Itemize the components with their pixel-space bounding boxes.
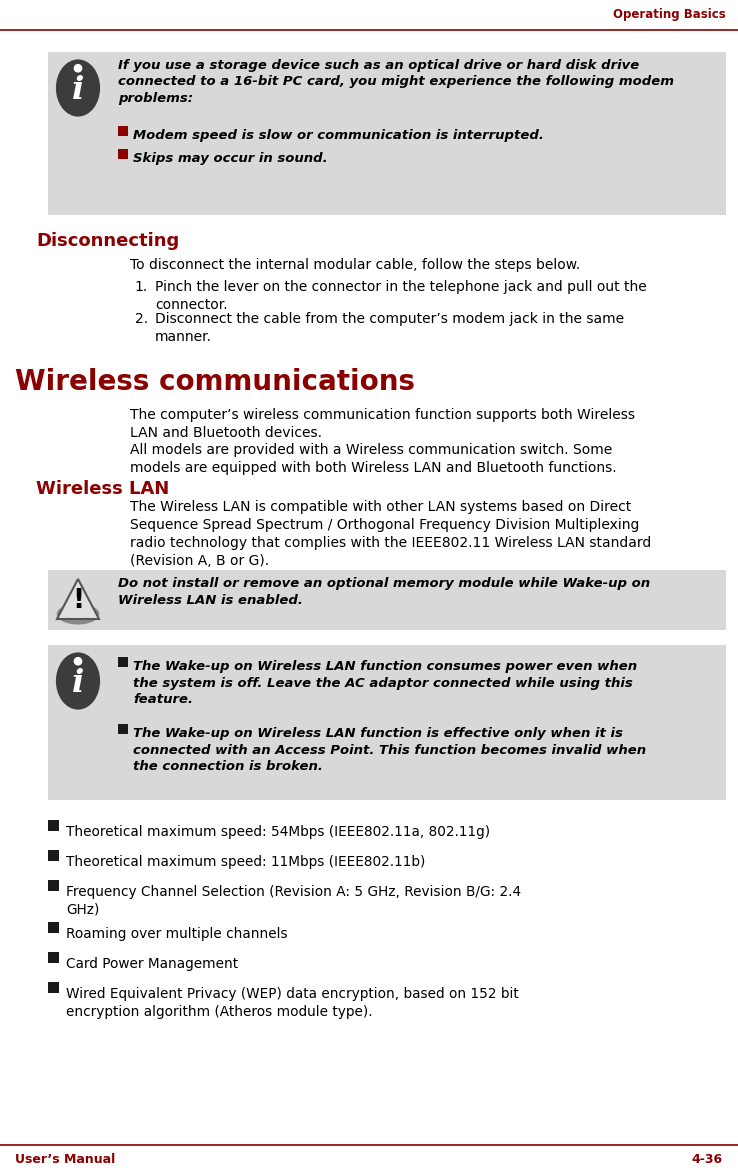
Text: Operating Basics: Operating Basics [613,8,726,21]
Text: The computer’s wireless communication function supports both Wireless
LAN and Bl: The computer’s wireless communication fu… [130,408,635,440]
FancyBboxPatch shape [118,724,128,734]
Ellipse shape [56,653,100,709]
Text: If you use a storage device such as an optical drive or hard disk drive
connecte: If you use a storage device such as an o… [118,59,674,105]
Text: 4-36: 4-36 [692,1153,723,1166]
Text: Disconnecting: Disconnecting [36,232,179,250]
Text: Theoretical maximum speed: 11Mbps (IEEE802.11b): Theoretical maximum speed: 11Mbps (IEEE8… [66,856,425,868]
Circle shape [75,657,82,665]
Text: Wireless communications: Wireless communications [15,368,415,396]
Text: Skips may occur in sound.: Skips may occur in sound. [133,152,328,165]
Text: Wireless LAN: Wireless LAN [36,481,169,498]
Text: User’s Manual: User’s Manual [15,1153,115,1166]
Polygon shape [57,579,99,619]
Ellipse shape [57,604,99,625]
Text: Pinch the lever on the connector in the telephone jack and pull out the
connecto: Pinch the lever on the connector in the … [155,280,646,312]
Text: Do not install or remove an optional memory module while Wake-up on
Wireless LAN: Do not install or remove an optional mem… [118,577,650,606]
Text: Card Power Management: Card Power Management [66,958,238,970]
FancyBboxPatch shape [48,570,726,631]
FancyBboxPatch shape [118,149,128,159]
Text: i: i [72,75,84,107]
Text: Modem speed is slow or communication is interrupted.: Modem speed is slow or communication is … [133,129,544,142]
Text: The Wireless LAN is compatible with other LAN systems based on Direct
Sequence S: The Wireless LAN is compatible with othe… [130,500,651,567]
Text: !: ! [72,588,84,614]
FancyBboxPatch shape [48,850,59,861]
FancyBboxPatch shape [48,52,726,214]
Text: Wired Equivalent Privacy (WEP) data encryption, based on 152 bit
encryption algo: Wired Equivalent Privacy (WEP) data encr… [66,987,519,1018]
FancyBboxPatch shape [118,127,128,136]
Text: Frequency Channel Selection (Revision A: 5 GHz, Revision B/G: 2.4
GHz): Frequency Channel Selection (Revision A:… [66,885,521,917]
FancyBboxPatch shape [48,982,59,993]
FancyBboxPatch shape [118,657,128,667]
Text: 1.: 1. [135,280,148,294]
Text: Roaming over multiple channels: Roaming over multiple channels [66,927,288,941]
Text: The Wake-up on Wireless LAN function is effective only when it is
connected with: The Wake-up on Wireless LAN function is … [133,727,646,774]
Text: The Wake-up on Wireless LAN function consumes power even when
the system is off.: The Wake-up on Wireless LAN function con… [133,660,637,706]
Ellipse shape [56,60,100,116]
Text: Theoretical maximum speed: 54Mbps (IEEE802.11a, 802.11g): Theoretical maximum speed: 54Mbps (IEEE8… [66,825,490,839]
FancyBboxPatch shape [48,880,59,891]
FancyBboxPatch shape [48,952,59,963]
Circle shape [75,64,82,71]
Text: 2.: 2. [135,312,148,326]
FancyBboxPatch shape [48,820,59,831]
Text: All models are provided with a Wireless communication switch. Some
models are eq: All models are provided with a Wireless … [130,443,617,475]
Text: Disconnect the cable from the computer’s modem jack in the same
manner.: Disconnect the cable from the computer’s… [155,312,624,343]
Text: i: i [72,668,84,700]
FancyBboxPatch shape [48,645,726,800]
Text: To disconnect the internal modular cable, follow the steps below.: To disconnect the internal modular cable… [130,258,580,272]
FancyBboxPatch shape [48,922,59,933]
